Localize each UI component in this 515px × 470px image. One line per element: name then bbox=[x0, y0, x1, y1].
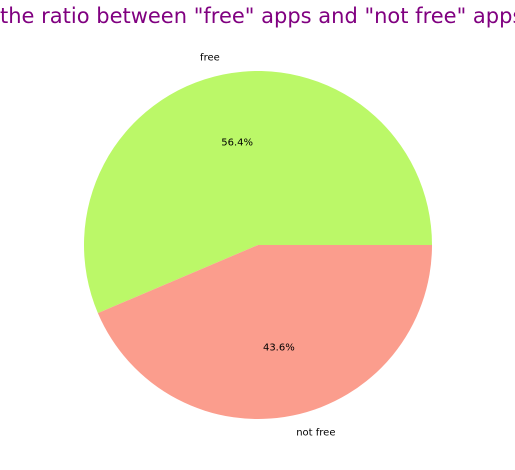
slice-label-not-free: not free bbox=[296, 428, 335, 439]
pie-labels: free 56.4% not free 43.6% bbox=[200, 52, 335, 438]
pie-slice-not-free bbox=[97, 245, 432, 419]
pie-slices bbox=[83, 70, 432, 419]
slice-label-free: free bbox=[200, 52, 220, 63]
slice-percent-not-free: 43.6% bbox=[263, 342, 295, 353]
slice-percent-free: 56.4% bbox=[221, 138, 253, 149]
pie-slice-free bbox=[83, 70, 432, 314]
chart-title: the ratio between "free" apps and "not f… bbox=[0, 4, 515, 28]
